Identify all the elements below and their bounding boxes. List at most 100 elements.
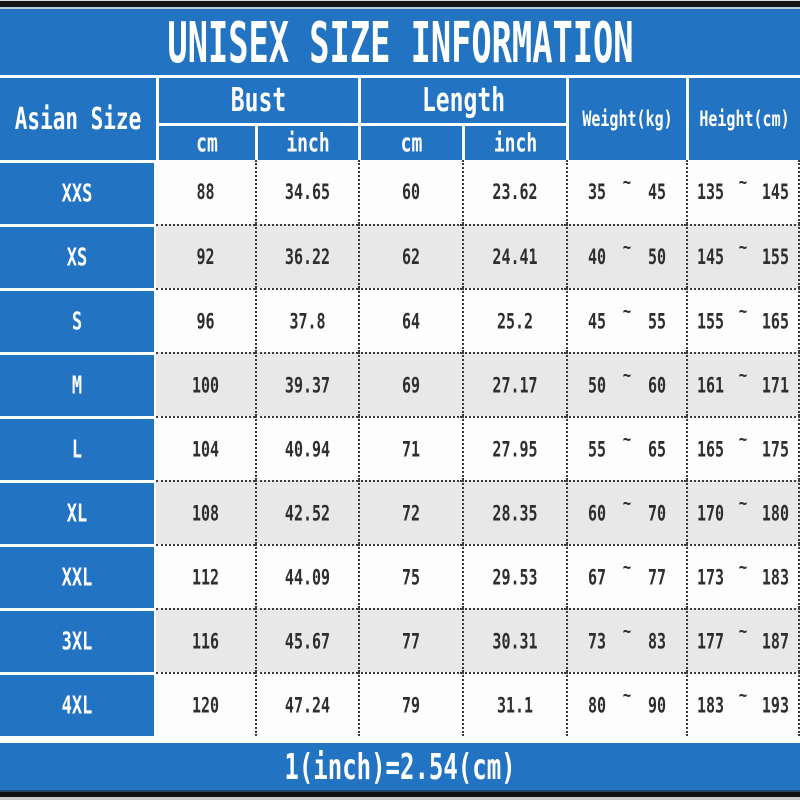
weight-max: 50 [647,243,666,271]
bust-cm-cell: 120 [156,672,255,736]
bust-inch-value: 36.22 [284,243,331,271]
tilde-separator: ~ [738,557,748,579]
header-height-label: Height(cm) [699,105,790,133]
tilde-separator: ~ [622,493,632,515]
weight-min: 45 [588,307,607,335]
length-cm-cell: 60 [358,160,462,224]
top-hairline-2 [0,7,800,9]
bust-inch-value: 44.09 [284,563,331,591]
size-cell: L [0,416,156,480]
bust-inch-value: 40.94 [284,435,331,463]
header-bust-label: Bust [230,81,287,120]
bottom-hairline [0,797,800,800]
bust-cm-cell: 116 [156,608,255,672]
header-length-cm: cm [358,123,462,160]
bust-inch-cell: 47.24 [255,672,358,736]
bust-cm-value: 92 [196,243,215,271]
height-max: 180 [761,499,789,527]
length-cm-value: 71 [401,435,421,463]
size-label: M [71,371,83,400]
bust-cm-cell: 104 [156,416,255,480]
weight-max: 65 [647,435,666,463]
tilde-separator: ~ [738,172,748,194]
bust-inch-value: 34.65 [284,178,331,206]
footer-band: 1(inch)=2.54(cm) [0,743,800,790]
length-cm-cell: 75 [358,544,462,608]
table-row-xl: XL 108 42.52 72 28.35 60 ~70 170 ~180 [0,480,800,544]
table-row-3xl: 3XL 116 45.67 77 30.31 73 ~83 177 ~187 [0,608,800,672]
weight-range-cell: 40 ~50 [566,224,686,288]
header-bust-inch: inch [255,123,358,160]
length-inch-value: 31.1 [496,691,534,719]
bust-inch-value: 37.8 [289,307,326,335]
height-range-cell: 135 ~145 [686,160,800,224]
length-inch-cell: 23.62 [462,160,566,224]
table-row-m: M 100 39.37 69 27.17 50 ~60 161 ~171 [0,352,800,416]
size-label: XXS [61,179,93,208]
table-row-xs: XS 92 36.22 62 24.41 40 ~50 145 ~155 [0,224,800,288]
height-max: 165 [761,307,789,335]
tilde-separator: ~ [738,685,748,707]
height-range-cell: 155 ~165 [686,288,800,352]
bust-inch-cell: 40.94 [255,416,358,480]
tilde-separator: ~ [622,237,632,259]
height-max: 187 [761,627,789,655]
height-max: 183 [761,563,789,591]
table-body: XXS 88 34.65 60 23.62 35 ~45 135 ~145 XS 9… [0,160,800,736]
size-cell: XL [0,480,156,544]
header-length-inch-label: inch [493,127,538,159]
bust-inch-cell: 37.8 [255,288,358,352]
weight-min: 55 [588,435,607,463]
length-inch-value: 25.2 [496,307,534,335]
length-cm-cell: 62 [358,224,462,288]
length-inch-cell: 31.1 [462,672,566,736]
header-length-label: Length [421,81,506,120]
size-cell: S [0,288,156,352]
bust-inch-cell: 42.52 [255,480,358,544]
weight-range-cell: 35 ~45 [566,160,686,224]
weight-min: 40 [588,243,607,271]
bottom-navy-line [0,790,800,792]
tilde-separator: ~ [622,172,632,194]
tilde-separator: ~ [738,621,748,643]
weight-min: 35 [588,178,607,206]
top-black-bar [0,1,800,7]
bust-inch-value: 47.24 [284,691,331,719]
height-range-cell: 173 ~183 [686,544,800,608]
size-label: L [71,435,83,464]
length-cm-cell: 72 [358,480,462,544]
height-min: 183 [697,691,725,719]
table-row-xxl: XXL 112 44.09 75 29.53 67 ~77 173 ~183 [0,544,800,608]
length-inch-value: 24.41 [492,243,538,271]
header-length: Length [358,78,566,123]
bust-cm-value: 104 [191,435,220,463]
title-divider [0,75,800,78]
length-cm-cell: 64 [358,288,462,352]
tilde-separator: ~ [622,557,632,579]
size-label: XS [66,243,88,272]
tilde-separator: ~ [622,365,632,387]
height-max: 175 [761,435,789,463]
tilde-separator: ~ [738,237,748,259]
length-inch-cell: 29.53 [462,544,566,608]
bust-inch-cell: 36.22 [255,224,358,288]
bust-cm-cell: 112 [156,544,255,608]
length-inch-cell: 25.2 [462,288,566,352]
length-cm-cell: 71 [358,416,462,480]
size-cell: XXS [0,160,156,224]
header-asian-size: Asian Size [0,78,156,160]
header-asian-size-label: Asian Size [14,101,142,137]
weight-range-cell: 73 ~83 [566,608,686,672]
size-label: 4XL [61,691,93,720]
tilde-separator: ~ [738,429,748,451]
bust-inch-cell: 44.09 [255,544,358,608]
height-min: 170 [697,499,725,527]
header-weight: Weight(kg) [566,78,686,160]
weight-max: 90 [647,691,666,719]
length-cm-value: 64 [401,307,421,335]
height-range-cell: 177 ~187 [686,608,800,672]
length-inch-cell: 30.31 [462,608,566,672]
length-cm-value: 69 [401,371,421,399]
weight-range-cell: 67 ~77 [566,544,686,608]
